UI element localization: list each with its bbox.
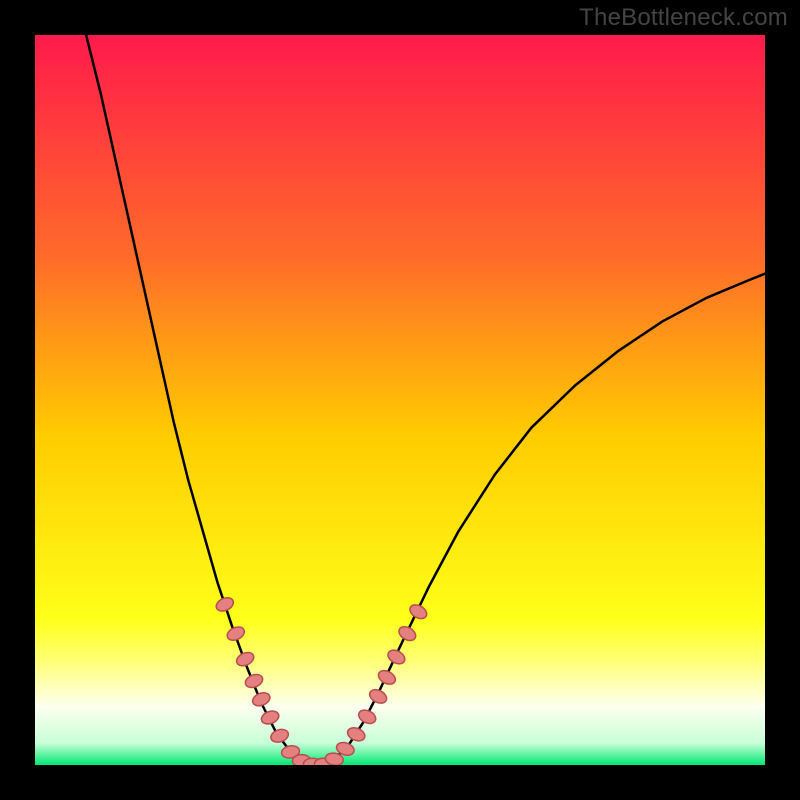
watermark-text: TheBottleneck.com [579,4,788,32]
bottleneck-chart [0,0,800,800]
